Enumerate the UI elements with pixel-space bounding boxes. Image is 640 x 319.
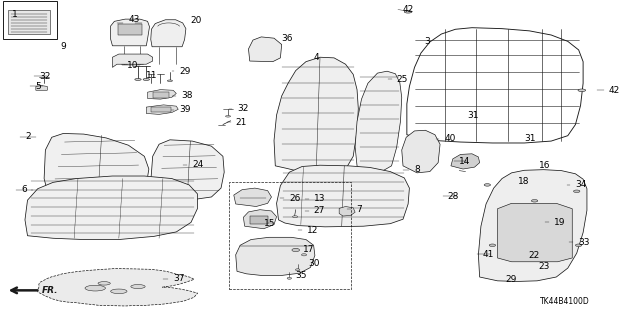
Bar bbox=[118, 24, 143, 35]
Text: 38: 38 bbox=[181, 92, 193, 100]
Text: 40: 40 bbox=[445, 134, 456, 143]
Text: 39: 39 bbox=[179, 105, 191, 114]
Text: 43: 43 bbox=[129, 15, 140, 24]
Text: 23: 23 bbox=[538, 262, 550, 271]
Ellipse shape bbox=[287, 277, 292, 279]
Ellipse shape bbox=[85, 285, 106, 291]
Text: 25: 25 bbox=[397, 75, 408, 84]
Text: 1: 1 bbox=[12, 11, 18, 19]
Bar bbox=[250, 216, 268, 224]
Polygon shape bbox=[8, 10, 50, 34]
Ellipse shape bbox=[296, 269, 300, 271]
Text: 34: 34 bbox=[575, 181, 587, 189]
Bar bbox=[152, 108, 171, 113]
Polygon shape bbox=[451, 154, 479, 169]
Text: 22: 22 bbox=[528, 251, 540, 260]
Text: 13: 13 bbox=[314, 194, 325, 204]
Text: 15: 15 bbox=[264, 219, 276, 227]
Polygon shape bbox=[234, 188, 271, 206]
Text: 7: 7 bbox=[356, 204, 362, 213]
Ellipse shape bbox=[484, 184, 490, 186]
Text: 36: 36 bbox=[282, 34, 293, 43]
Ellipse shape bbox=[168, 80, 173, 82]
Text: 35: 35 bbox=[296, 271, 307, 280]
Text: 32: 32 bbox=[39, 72, 51, 81]
Text: 10: 10 bbox=[127, 61, 139, 70]
Text: 37: 37 bbox=[173, 274, 184, 283]
Text: 11: 11 bbox=[147, 71, 158, 80]
Polygon shape bbox=[497, 203, 572, 262]
Text: 32: 32 bbox=[237, 104, 248, 113]
Polygon shape bbox=[402, 130, 440, 173]
Text: 29: 29 bbox=[179, 67, 191, 76]
Ellipse shape bbox=[531, 199, 538, 202]
Ellipse shape bbox=[404, 11, 412, 13]
Ellipse shape bbox=[98, 282, 110, 285]
Text: TK44B4100D: TK44B4100D bbox=[540, 297, 590, 306]
Text: 4: 4 bbox=[314, 53, 319, 62]
Text: 28: 28 bbox=[448, 192, 459, 201]
Polygon shape bbox=[36, 85, 47, 90]
Bar bbox=[229, 182, 351, 289]
Text: 5: 5 bbox=[35, 82, 41, 91]
Ellipse shape bbox=[131, 285, 145, 289]
Polygon shape bbox=[355, 71, 402, 172]
Text: 16: 16 bbox=[539, 161, 550, 170]
Text: 30: 30 bbox=[308, 259, 320, 268]
Polygon shape bbox=[148, 90, 176, 99]
Polygon shape bbox=[339, 206, 355, 216]
Ellipse shape bbox=[225, 115, 230, 117]
Text: 42: 42 bbox=[609, 86, 620, 95]
Text: 19: 19 bbox=[554, 218, 565, 227]
Ellipse shape bbox=[573, 190, 580, 193]
Polygon shape bbox=[236, 237, 315, 275]
Text: 42: 42 bbox=[403, 5, 414, 14]
Text: 14: 14 bbox=[460, 157, 470, 166]
Polygon shape bbox=[274, 57, 358, 173]
Polygon shape bbox=[113, 54, 153, 67]
Text: 41: 41 bbox=[482, 250, 493, 259]
Polygon shape bbox=[111, 19, 150, 46]
Polygon shape bbox=[37, 268, 198, 306]
Bar bbox=[153, 93, 169, 98]
Ellipse shape bbox=[143, 78, 150, 80]
Polygon shape bbox=[151, 140, 224, 200]
Ellipse shape bbox=[301, 254, 307, 256]
Text: 31: 31 bbox=[467, 111, 479, 120]
Text: 8: 8 bbox=[415, 165, 420, 174]
Text: 3: 3 bbox=[424, 38, 430, 47]
Ellipse shape bbox=[292, 216, 298, 218]
Text: 9: 9 bbox=[60, 42, 66, 51]
Text: 27: 27 bbox=[314, 206, 325, 215]
Text: 12: 12 bbox=[307, 226, 319, 234]
Text: 33: 33 bbox=[578, 238, 589, 247]
Polygon shape bbox=[25, 176, 197, 240]
Ellipse shape bbox=[489, 244, 495, 247]
Text: 20: 20 bbox=[190, 16, 202, 25]
Text: 2: 2 bbox=[25, 132, 31, 141]
Text: 21: 21 bbox=[236, 117, 247, 127]
Text: 6: 6 bbox=[21, 185, 27, 195]
Polygon shape bbox=[147, 105, 178, 115]
Ellipse shape bbox=[578, 89, 586, 92]
Polygon shape bbox=[248, 37, 282, 62]
Polygon shape bbox=[276, 165, 410, 227]
Bar bbox=[3, 1, 57, 40]
Ellipse shape bbox=[111, 289, 127, 293]
Text: 24: 24 bbox=[192, 160, 204, 169]
Polygon shape bbox=[44, 133, 149, 201]
Text: 18: 18 bbox=[518, 177, 529, 186]
Ellipse shape bbox=[292, 249, 300, 252]
Ellipse shape bbox=[575, 244, 582, 247]
Text: 31: 31 bbox=[524, 134, 536, 143]
Text: 26: 26 bbox=[289, 194, 301, 203]
Polygon shape bbox=[478, 170, 587, 281]
Polygon shape bbox=[243, 210, 276, 229]
Text: FR.: FR. bbox=[42, 286, 58, 295]
Ellipse shape bbox=[135, 78, 141, 80]
Text: 29: 29 bbox=[505, 275, 516, 284]
Polygon shape bbox=[151, 20, 186, 47]
Text: 17: 17 bbox=[303, 245, 315, 254]
